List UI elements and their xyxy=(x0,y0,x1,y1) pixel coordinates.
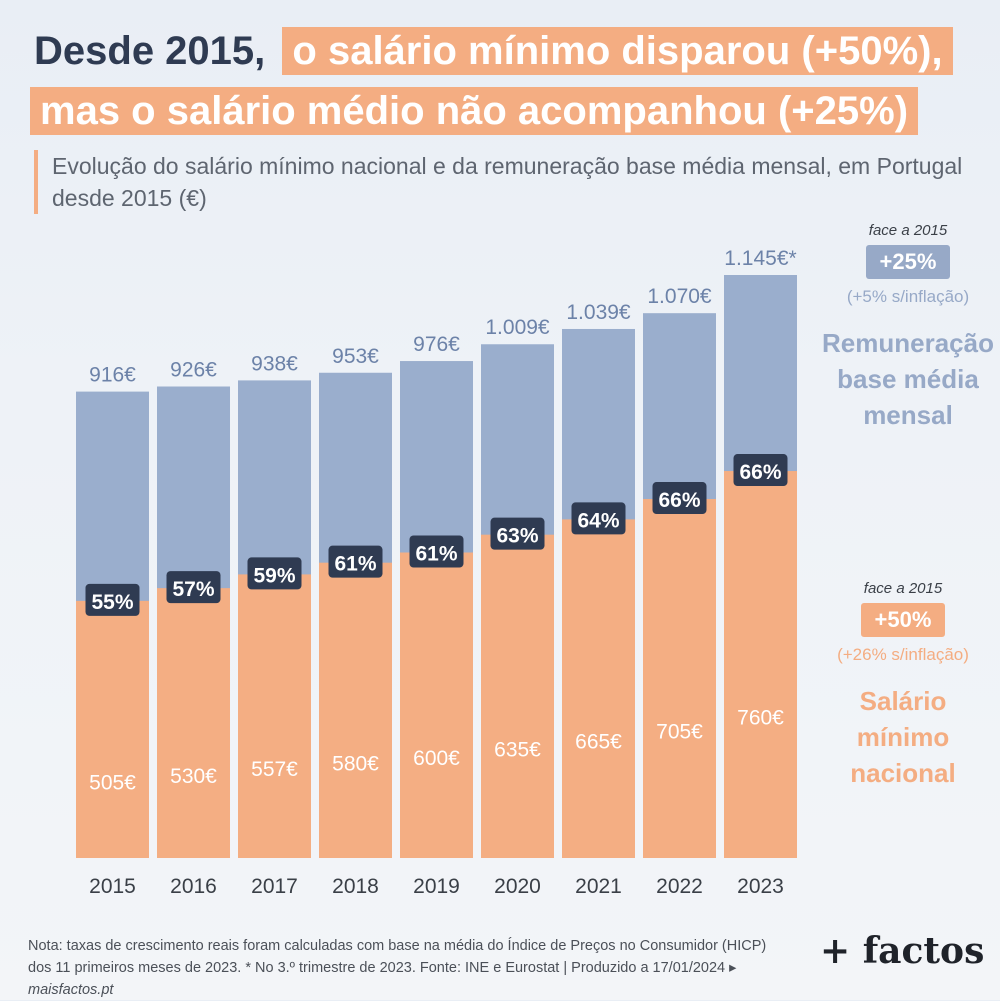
ratio-label-2022: 66% xyxy=(658,489,700,512)
min-real-growth: (+26% s/inflação) xyxy=(837,645,969,664)
label-min-2023: 760€ xyxy=(737,707,784,730)
x-tick-2020: 2020 xyxy=(494,875,541,898)
x-tick-2019: 2019 xyxy=(413,875,460,898)
title-line-1: Desde 2015, o salário mínimo disparou (+… xyxy=(30,26,953,76)
ratio-badge-2018 xyxy=(328,545,383,578)
footnote: Nota: taxas de crescimento reais foram c… xyxy=(28,935,788,1001)
ratio-label-2020: 63% xyxy=(496,525,538,548)
label-min-2016: 530€ xyxy=(170,765,217,788)
title-highlight-1: o salário mínimo disparou (+50%), xyxy=(282,27,953,75)
label-avg-2017: 938€ xyxy=(251,352,298,375)
bar-min-2020 xyxy=(481,534,554,858)
bar-min-2022 xyxy=(643,499,716,858)
avg-face-label: face a 2015 xyxy=(868,222,948,239)
ratio-badge-2023 xyxy=(733,454,788,487)
legend-min-salary: face a 2015 +50% (+26% s/inflação) Salár… xyxy=(818,580,988,791)
ratio-label-2018: 61% xyxy=(334,553,376,576)
bar-min-2015 xyxy=(76,600,149,858)
ratio-badge-2019 xyxy=(409,535,464,568)
x-tick-2022: 2022 xyxy=(656,875,703,898)
ratio-badge-2020 xyxy=(490,517,545,550)
label-avg-2019: 976€ xyxy=(413,333,460,356)
label-avg-2015: 916€ xyxy=(89,364,136,387)
label-min-2022: 705€ xyxy=(656,721,703,744)
ratio-badge-2022 xyxy=(652,482,707,515)
ratio-badge-2021 xyxy=(571,502,626,535)
avg-series-label: Remuneração base média mensal xyxy=(822,328,994,430)
ratio-badge-2017 xyxy=(247,557,302,590)
label-avg-2016: 926€ xyxy=(170,359,217,382)
label-min-2017: 557€ xyxy=(251,758,298,781)
ratio-label-2017: 59% xyxy=(253,564,295,587)
label-avg-2023: 1.145€* xyxy=(724,247,796,270)
footnote-source: maisfactos.pt xyxy=(28,982,114,998)
brand-logo: + factos xyxy=(820,930,985,972)
title-lead: Desde 2015, xyxy=(34,29,266,73)
min-growth-badge: +50% xyxy=(860,603,946,637)
x-tick-2021: 2021 xyxy=(575,875,622,898)
ratio-label-2019: 61% xyxy=(415,542,457,565)
ratio-label-2016: 57% xyxy=(172,578,214,601)
subtitle: Evolução do salário mínimo nacional e da… xyxy=(34,150,982,214)
ratio-label-2021: 64% xyxy=(577,509,619,532)
ratio-badge-2015 xyxy=(85,583,140,616)
x-tick-2015: 2015 xyxy=(89,875,136,898)
bar-min-2016 xyxy=(157,588,230,858)
ratio-label-2023: 66% xyxy=(739,461,781,484)
bar-min-2018 xyxy=(319,562,392,858)
bar-min-2021 xyxy=(562,519,635,858)
label-avg-2018: 953€ xyxy=(332,345,379,368)
avg-real-growth: (+5% s/inflação) xyxy=(846,287,970,306)
x-tick-2017: 2017 xyxy=(251,875,298,898)
label-min-2020: 635€ xyxy=(494,738,541,761)
label-min-2018: 580€ xyxy=(332,752,379,775)
ratio-label-2015: 55% xyxy=(91,591,133,614)
x-tick-2023: 2023 xyxy=(737,875,784,898)
x-tick-2016: 2016 xyxy=(170,875,217,898)
title-line-2: mas o salário médio não acompanhou (+25%… xyxy=(30,86,919,136)
title-highlight-2: mas o salário médio não acompanhou (+25%… xyxy=(30,87,919,135)
label-avg-2020: 1.009€ xyxy=(485,316,550,339)
x-tick-2018: 2018 xyxy=(332,875,379,898)
bar-min-2017 xyxy=(238,574,311,858)
avg-growth-badge: +25% xyxy=(865,245,951,279)
label-min-2021: 665€ xyxy=(575,731,622,754)
legend-avg-salary: face a 2015 +25% (+5% s/inflação) Remune… xyxy=(818,222,998,433)
footnote-text: Nota: taxas de crescimento reais foram c… xyxy=(28,938,767,976)
min-series-label: Salário mínimo nacional xyxy=(850,686,956,788)
bar-min-2019 xyxy=(400,552,473,858)
bar-min-2023 xyxy=(724,471,797,858)
min-face-label: face a 2015 xyxy=(863,580,943,597)
label-avg-2021: 1.039€ xyxy=(566,301,631,324)
label-min-2015: 505€ xyxy=(89,771,136,794)
label-min-2019: 600€ xyxy=(413,747,460,770)
ratio-badge-2016 xyxy=(166,571,221,604)
label-avg-2022: 1.070€ xyxy=(647,285,712,308)
